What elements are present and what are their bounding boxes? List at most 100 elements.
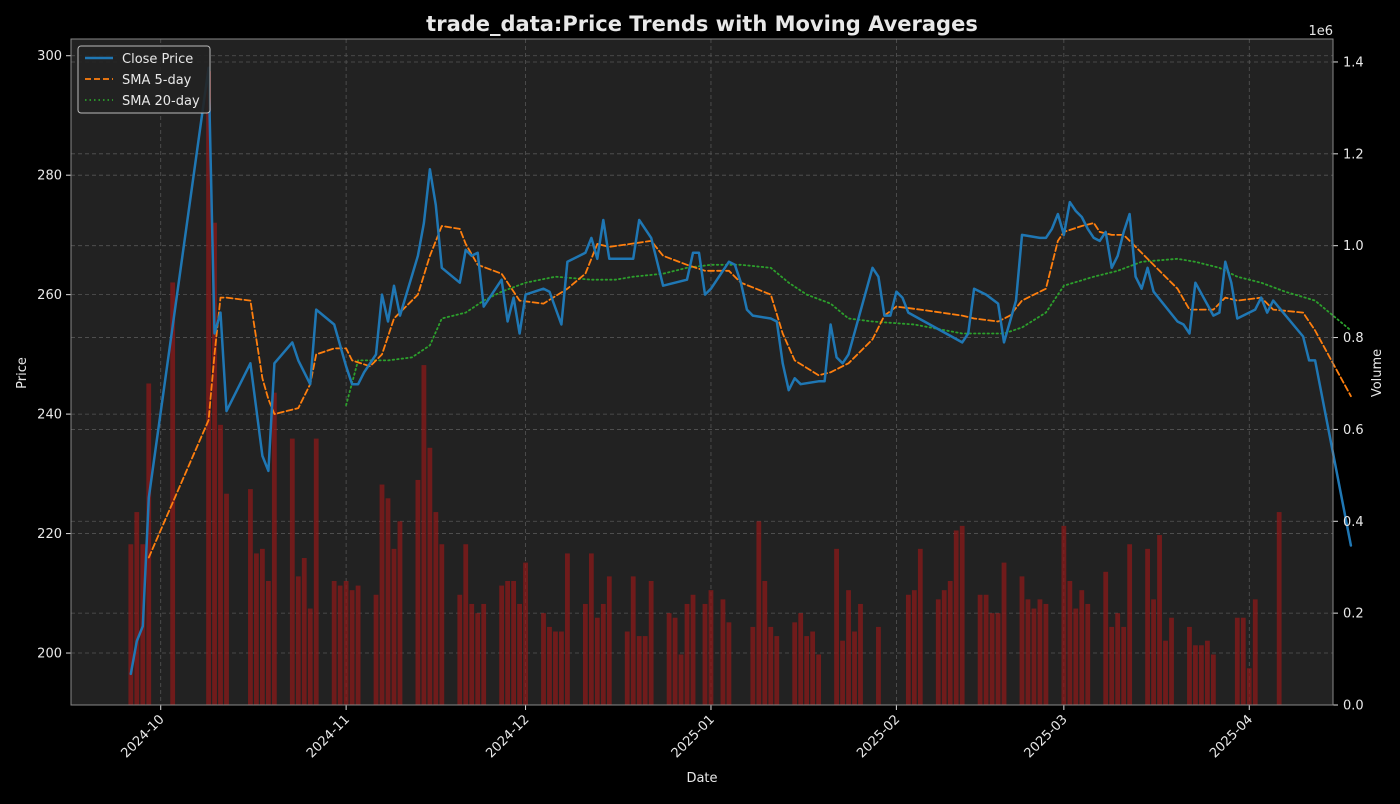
volume-bar bbox=[349, 590, 355, 705]
volume-bar bbox=[212, 222, 217, 706]
volume-bar bbox=[792, 622, 798, 705]
volume-bar bbox=[248, 489, 253, 705]
volume-bar bbox=[1109, 626, 1115, 705]
volume-bar bbox=[1067, 580, 1073, 705]
volume-bar bbox=[750, 626, 756, 705]
volume-bar bbox=[911, 590, 917, 705]
volume-bar bbox=[260, 548, 265, 705]
volume-bar bbox=[337, 585, 343, 705]
volume-bar bbox=[379, 484, 385, 705]
volume-bar bbox=[1025, 599, 1031, 705]
y2-tick-label: 1.2 bbox=[1343, 147, 1364, 162]
volume-bar bbox=[1276, 512, 1282, 705]
volume-bar bbox=[1163, 640, 1168, 705]
y-tick-label: 200 bbox=[37, 647, 62, 662]
volume-bar bbox=[905, 594, 911, 705]
volume-bar bbox=[1240, 617, 1246, 705]
y-axis-label: Price bbox=[15, 357, 30, 389]
volume-bar bbox=[481, 603, 487, 705]
price-lines bbox=[129, 66, 1353, 676]
plot-frame bbox=[70, 38, 1334, 706]
y-tick-label: 240 bbox=[37, 408, 62, 423]
volume-bar bbox=[146, 383, 152, 705]
volume-bar bbox=[547, 626, 552, 705]
volume-bar bbox=[475, 613, 481, 705]
x-axis-label: Date bbox=[686, 771, 717, 786]
y-tick-label: 220 bbox=[37, 527, 62, 542]
volume-bar bbox=[373, 594, 379, 705]
volume-bar bbox=[385, 498, 391, 705]
volume-bar bbox=[313, 438, 319, 705]
y-tick-label: 300 bbox=[37, 49, 62, 64]
volume-bar bbox=[1019, 576, 1025, 705]
volume-bar bbox=[218, 424, 223, 705]
volume-bar bbox=[798, 613, 804, 705]
volume-bar bbox=[642, 636, 648, 705]
volume-bar bbox=[989, 613, 995, 705]
volume-bar bbox=[678, 654, 684, 705]
y2-tick-label: 0.2 bbox=[1343, 607, 1364, 622]
volume-bar bbox=[254, 553, 259, 705]
volume-bar bbox=[421, 365, 427, 705]
volume-bar bbox=[594, 617, 600, 705]
volume-bar bbox=[983, 594, 989, 705]
volume-bar bbox=[1193, 645, 1198, 705]
volume-bar bbox=[541, 613, 546, 705]
volume-bar bbox=[343, 580, 349, 705]
volume-bar bbox=[762, 580, 768, 705]
volume-bar bbox=[756, 521, 762, 705]
volume-bar bbox=[816, 654, 822, 705]
volume-bar bbox=[1169, 617, 1174, 705]
volume-bar bbox=[1246, 668, 1252, 705]
y2-offset-label: 1e6 bbox=[1308, 24, 1333, 39]
legend-label-close: Close Price bbox=[122, 52, 193, 67]
volume-bar bbox=[1199, 645, 1204, 705]
volume-bar bbox=[289, 438, 295, 705]
volume-bar bbox=[206, 71, 211, 705]
volume-bar bbox=[1073, 608, 1079, 705]
volume-bar bbox=[559, 631, 564, 705]
volume-bar bbox=[720, 599, 726, 705]
y-tick-label: 260 bbox=[37, 288, 62, 303]
volume-bar bbox=[959, 525, 965, 705]
volume-bar bbox=[1210, 654, 1216, 705]
legend-label-sma5: SMA 5-day bbox=[122, 73, 192, 88]
y-tick-label: 280 bbox=[37, 169, 62, 184]
volume-bar bbox=[433, 512, 439, 705]
volume-bar bbox=[684, 603, 690, 705]
volume-bar bbox=[947, 580, 953, 705]
volume-bar bbox=[469, 603, 475, 705]
volume-bar bbox=[1234, 617, 1240, 705]
volume-bar bbox=[463, 544, 469, 705]
volume-bar bbox=[1085, 603, 1091, 705]
volume-bar bbox=[995, 613, 1001, 705]
volume-bar bbox=[1121, 626, 1127, 705]
volume-bar bbox=[977, 594, 983, 705]
volume-bar bbox=[427, 447, 433, 705]
volume-bar bbox=[768, 626, 774, 705]
volume-bar bbox=[265, 580, 271, 705]
volume-bar bbox=[1145, 548, 1150, 705]
volume-bar bbox=[397, 521, 403, 705]
y2-tick-label: 1.4 bbox=[1343, 55, 1364, 70]
y2-tick-label: 0.4 bbox=[1343, 515, 1364, 530]
volume-bar bbox=[702, 603, 708, 705]
volume-bar bbox=[391, 548, 397, 705]
volume-bar bbox=[271, 392, 277, 705]
close-price-line bbox=[129, 66, 1353, 676]
volume-bar bbox=[606, 576, 612, 705]
volume-bar bbox=[810, 631, 816, 705]
volume-bar bbox=[1103, 571, 1109, 705]
volume-bar bbox=[804, 636, 810, 705]
volume-bar bbox=[1043, 603, 1049, 705]
volume-bar bbox=[523, 562, 528, 705]
volume-bar bbox=[1205, 640, 1210, 705]
y2-axis-label: Volume bbox=[1370, 349, 1385, 397]
volume-bar bbox=[517, 603, 522, 705]
volume-bars bbox=[128, 71, 1282, 706]
volume-bar bbox=[505, 580, 511, 705]
volume-bar bbox=[630, 576, 636, 705]
volume-bar bbox=[600, 603, 606, 705]
